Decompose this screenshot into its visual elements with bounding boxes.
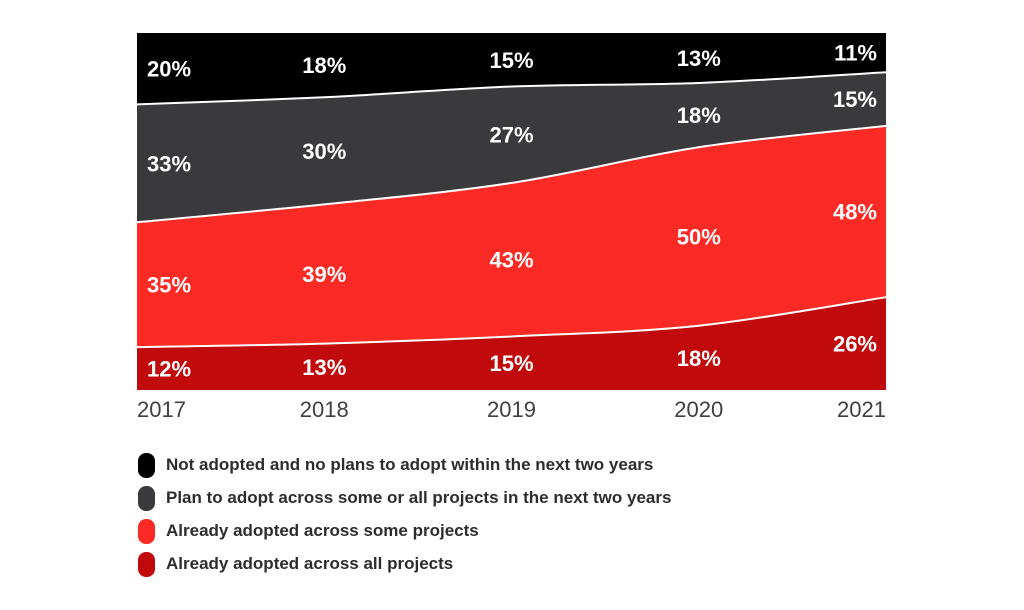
legend-item: Already adopted across all projects [138, 551, 671, 577]
band-value-label: 18% [677, 346, 721, 371]
band-value-label: 30% [302, 139, 346, 164]
band-separator-line [136, 296, 887, 349]
band-value-label: 48% [833, 200, 877, 225]
x-axis-year-label: 2020 [674, 397, 723, 422]
legend-item: Plan to adopt across some or all project… [138, 485, 671, 511]
band-Plan to adopt across some or all projects in the next two years [137, 72, 886, 223]
band-separator-line [136, 71, 887, 106]
band-value-label: 18% [677, 103, 721, 128]
band-Already adopted across all projects [137, 297, 886, 390]
band-value-label: 20% [147, 57, 191, 82]
legend-item-label: Already adopted across some projects [166, 521, 479, 540]
legend-item-label: Already adopted across all projects [166, 554, 454, 573]
x-axis-year-label: 2017 [137, 397, 186, 422]
band-value-label: 43% [489, 248, 533, 273]
legend-item: Already adopted across some projects [138, 518, 671, 544]
legend-swatch-icon [138, 485, 155, 511]
x-axis-year-label: 2018 [300, 397, 349, 422]
legend-item-label: Not adopted and no plans to adopt within… [166, 455, 654, 474]
band-value-label: 15% [489, 48, 533, 73]
legend-swatch-icon [138, 452, 155, 478]
band-value-label: 39% [302, 262, 346, 287]
x-axis-year-label: 2021 [837, 397, 886, 422]
legend-item: Not adopted and no plans to adopt within… [138, 452, 671, 478]
x-axis-year-label: 2019 [487, 397, 536, 422]
band-value-label: 35% [147, 273, 191, 298]
band-Not adopted and no plans to adopt within the next two years [137, 33, 886, 105]
band-value-label: 15% [489, 351, 533, 376]
band-value-label: 33% [147, 151, 191, 176]
chart-legend: Not adopted and no plans to adopt within… [138, 452, 671, 584]
band-value-label: 13% [677, 46, 721, 71]
band-value-label: 26% [833, 332, 877, 357]
band-value-label: 50% [677, 225, 721, 250]
band-value-label: 18% [302, 53, 346, 78]
band-value-label: 15% [833, 87, 877, 112]
legend-item-label: Plan to adopt across some or all project… [166, 488, 672, 507]
band-separator-line [136, 124, 887, 224]
legend-swatch-icon [138, 551, 155, 577]
band-value-label: 11% [834, 41, 877, 66]
band-Already adopted across some projects [137, 125, 886, 348]
band-value-label: 13% [302, 355, 346, 380]
legend-swatch-icon [138, 518, 155, 544]
band-value-label: 27% [489, 123, 533, 148]
band-value-label: 12% [147, 357, 191, 382]
